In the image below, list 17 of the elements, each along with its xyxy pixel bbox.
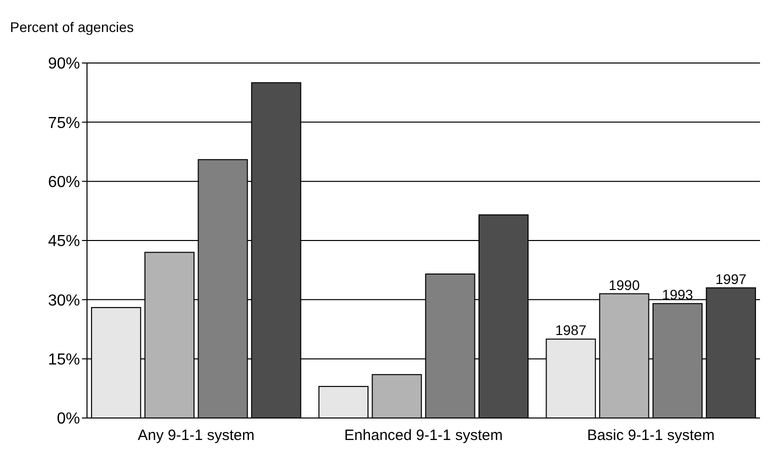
y-tick-label: 30%: [48, 292, 80, 310]
y-tick-label: 45%: [48, 233, 80, 250]
y-tick-label: 0%: [56, 410, 80, 428]
x-tick-label: Enhanced 9-1-1 system: [344, 427, 503, 444]
bar: [318, 386, 369, 418]
y-tick-label: 60%: [48, 174, 80, 191]
x-tick-label: Any 9-1-1 system: [138, 427, 254, 444]
series-label: 1987: [555, 322, 587, 338]
series-label: 1993: [662, 286, 694, 303]
y-tick-label: 90%: [48, 56, 80, 73]
series-label: 1997: [715, 270, 747, 287]
y-tick-label: 75%: [48, 114, 80, 132]
series-label: 1990: [608, 276, 640, 293]
x-tick-label: Basic 9-1-1 system: [587, 427, 715, 444]
y-tick-label: 15%: [48, 351, 80, 368]
bar: [372, 374, 422, 418]
y-axis-title: Percent of agencies: [10, 19, 134, 35]
